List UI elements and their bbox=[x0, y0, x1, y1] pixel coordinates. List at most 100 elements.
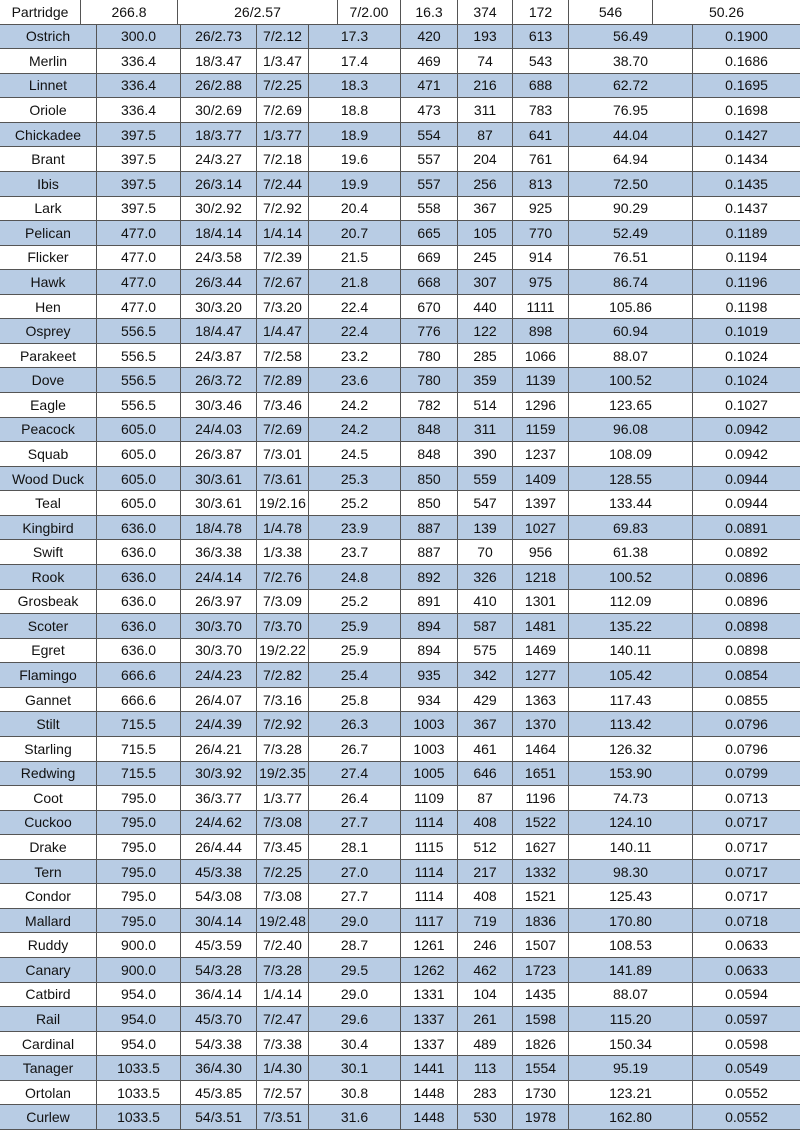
table-cell: 715.5 bbox=[96, 736, 180, 761]
table-row: Catbird 954.0 36/4.14 1/4.14 29.0 1331 104 1435… bbox=[0, 982, 800, 1008]
table-cell: Teal bbox=[35, 495, 61, 512]
table-cell: 374 bbox=[457, 0, 512, 24]
table-cell: 429 bbox=[457, 687, 512, 712]
table-row: Merlin 336.4 18/3.47 1/3.47 17.4 469 74 543 38.7… bbox=[0, 49, 800, 74]
table-cell: 256 bbox=[457, 171, 512, 196]
table-cell: 556.5 bbox=[96, 319, 180, 343]
table-row: Egret 636.0 30/3.70 19/2.22 25.9 894 575 1469 14… bbox=[0, 638, 800, 664]
table-cell: 0.1024 bbox=[692, 343, 800, 368]
table-cell: 0.0942 bbox=[692, 442, 800, 466]
table-cell: 530 bbox=[457, 1105, 512, 1129]
table-cell: 636.0 bbox=[96, 614, 180, 638]
table-cell: 1448 bbox=[400, 1105, 457, 1129]
table-cell: 1651 bbox=[512, 761, 568, 786]
table-cell: 477.0 bbox=[96, 245, 180, 270]
table-cell: 54/3.08 bbox=[180, 884, 256, 908]
table-cell: 266.8 bbox=[80, 0, 177, 24]
table-cell: 105 bbox=[457, 221, 512, 245]
table-cell: 27.0 bbox=[308, 859, 400, 884]
table-cell: 124.10 bbox=[568, 810, 692, 835]
table-cell: Kingbird bbox=[22, 519, 74, 536]
table-cell: 162.80 bbox=[568, 1105, 692, 1129]
table-cell: Linnet bbox=[28, 77, 68, 94]
table-row: Lark 397.5 30/2.92 7/2.92 20.4 558 367 925 90.29… bbox=[0, 196, 800, 222]
table-cell: 216 bbox=[457, 73, 512, 98]
table-cell: 0.0717 bbox=[692, 835, 800, 859]
table-cell: 24.2 bbox=[308, 417, 400, 442]
table-cell: 0.0597 bbox=[692, 1007, 800, 1031]
table-cell: 1033.5 bbox=[96, 1105, 180, 1129]
table-cell: 105.42 bbox=[568, 663, 692, 687]
table-cell: 900.0 bbox=[96, 958, 180, 982]
table-cell: 605.0 bbox=[96, 442, 180, 466]
table-cell: 26/3.44 bbox=[180, 270, 256, 294]
table-cell: 342 bbox=[457, 663, 512, 687]
table-row: Rail 954.0 45/3.70 7/2.47 29.6 1337 261 1598 115… bbox=[0, 1007, 800, 1032]
table-cell: 336.4 bbox=[96, 73, 180, 98]
table-cell: 1522 bbox=[512, 810, 568, 835]
table-cell: 25.3 bbox=[308, 466, 400, 491]
table-cell: 217 bbox=[457, 859, 512, 884]
table-cell: 850 bbox=[400, 466, 457, 491]
table-cell: 45/3.70 bbox=[180, 1007, 256, 1031]
table-cell: 1003 bbox=[400, 712, 457, 736]
table-cell: 1836 bbox=[512, 908, 568, 933]
table-cell: 795.0 bbox=[96, 908, 180, 933]
table-row: Parakeet 556.5 24/3.87 7/2.58 23.2 780 285 1066… bbox=[0, 343, 800, 369]
table-row: Cardinal 954.0 54/3.38 7/3.38 30.4 1337 489 182… bbox=[0, 1031, 800, 1057]
table-cell: 1027 bbox=[512, 515, 568, 540]
table-cell: 26/4.21 bbox=[180, 736, 256, 761]
table-cell: 133.44 bbox=[568, 491, 692, 515]
table-cell: 1117 bbox=[400, 908, 457, 933]
table-cell: 0.1686 bbox=[692, 49, 800, 73]
table-cell: 397.5 bbox=[96, 147, 180, 171]
table-cell: 1397 bbox=[512, 491, 568, 515]
table-cell: 0.0718 bbox=[692, 908, 800, 933]
table-cell: 461 bbox=[457, 736, 512, 761]
table-cell: 0.1189 bbox=[692, 221, 800, 245]
table-cell: 96.08 bbox=[568, 417, 692, 442]
table-cell: 7/2.40 bbox=[256, 933, 308, 958]
table-cell: 245 bbox=[457, 245, 512, 270]
table-cell: 0.0898 bbox=[692, 638, 800, 663]
table-cell: 7/2.82 bbox=[256, 663, 308, 687]
table-cell: 670 bbox=[400, 294, 457, 319]
table-cell: 18/3.77 bbox=[180, 122, 256, 147]
table-cell: 359 bbox=[457, 368, 512, 393]
table-cell: 54/3.38 bbox=[180, 1031, 256, 1056]
table-cell: 52.49 bbox=[568, 221, 692, 245]
table-cell: 1826 bbox=[512, 1031, 568, 1056]
table-cell: Mallard bbox=[25, 912, 71, 929]
table-cell: 62.72 bbox=[568, 73, 692, 98]
table-cell: Curlew bbox=[26, 1109, 70, 1126]
table-cell: 795.0 bbox=[96, 884, 180, 908]
table-cell: 780 bbox=[400, 343, 457, 368]
table-cell: 0.0944 bbox=[692, 491, 800, 515]
table-cell: 761 bbox=[512, 147, 568, 171]
table-cell: 23.6 bbox=[308, 368, 400, 393]
table-cell: 7/2.18 bbox=[256, 147, 308, 171]
table-cell: 557 bbox=[400, 171, 457, 196]
table-cell: 100.52 bbox=[568, 565, 692, 589]
table-cell: 26/2.73 bbox=[180, 24, 256, 49]
table-row: Osprey 556.5 18/4.47 1/4.47 22.4 776 122 898 60.… bbox=[0, 319, 800, 344]
table-cell: 892 bbox=[400, 565, 457, 589]
table-cell: 24.8 bbox=[308, 565, 400, 589]
table-cell: 283 bbox=[457, 1080, 512, 1105]
table-cell: 28.7 bbox=[308, 933, 400, 958]
table-cell: Hen bbox=[35, 298, 61, 315]
table-cell: 7/2.12 bbox=[256, 24, 308, 49]
table-cell: 311 bbox=[457, 98, 512, 122]
table-cell: 719 bbox=[457, 908, 512, 933]
table-cell: 954.0 bbox=[96, 1031, 180, 1056]
table-cell: 776 bbox=[400, 319, 457, 343]
table-cell: 26.3 bbox=[308, 712, 400, 736]
table-row: Coot 795.0 36/3.77 1/3.77 26.4 1109 87 1196 74.7… bbox=[0, 786, 800, 811]
table-cell: Cardinal bbox=[21, 1035, 75, 1052]
table-cell: Catbird bbox=[25, 986, 71, 1003]
table-cell: 0.0896 bbox=[692, 589, 800, 614]
table-cell: Tanager bbox=[22, 1060, 74, 1077]
table-cell: 24/4.39 bbox=[180, 712, 256, 736]
table-row: Partridge 266.8 26/2.57 7/2.00 16.3 374 172 546… bbox=[0, 0, 800, 25]
